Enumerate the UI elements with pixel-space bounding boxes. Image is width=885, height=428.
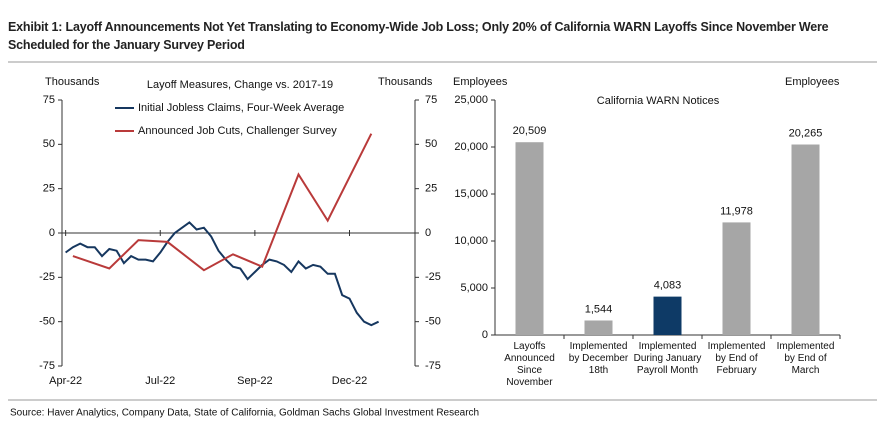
tick-label: 25 [43, 183, 55, 195]
series-line [72, 133, 373, 272]
tick-label: 50 [425, 138, 437, 150]
value-label: 11,978 [720, 205, 753, 217]
tick-label: 0 [482, 329, 488, 341]
x-tick-label: Layoffs Announced Since November [504, 341, 555, 388]
tick-label: 10,000 [454, 235, 488, 247]
x-tick-label: Dec-22 [332, 375, 367, 387]
bar [653, 296, 682, 335]
y2-axis-label: Employees [785, 76, 840, 88]
x-tick-label: Implemented During January Payroll Month [633, 341, 702, 376]
legend-label: Announced Job Cuts, Challenger Survey [138, 125, 337, 137]
value-label: 20,509 [513, 125, 547, 137]
value-label: 4,083 [654, 280, 682, 292]
tick-label: -75 [425, 360, 441, 372]
value-label: 1,544 [585, 303, 613, 315]
x-tick-label: Jul-22 [145, 375, 175, 387]
x-tick-label: Apr-22 [49, 375, 82, 387]
value-label: 20,265 [789, 127, 823, 139]
x-tick-label: Sep-22 [237, 375, 272, 387]
tick-label: -25 [39, 271, 55, 283]
bar [584, 320, 613, 335]
bar [791, 144, 820, 335]
tick-label: 0 [49, 227, 55, 239]
x-tick-label: Implemented by End of February [707, 341, 766, 376]
tick-label: -50 [39, 316, 55, 328]
source: Source: Haver Analytics, Company Data, S… [10, 408, 479, 419]
title: Exhibit 1: Layoff Announcements Not Yet … [8, 20, 829, 52]
tick-label: 0 [425, 227, 431, 239]
tick-label: 5,000 [460, 282, 488, 294]
tick-label: 20,000 [454, 141, 488, 153]
tick-label: 75 [43, 94, 55, 106]
y2-axis-label: Thousands [378, 76, 433, 88]
x-tick-label: Implemented by End of March [776, 341, 835, 376]
y-axis-label: Employees [453, 76, 508, 88]
legend-label: Initial Jobless Claims, Four-Week Averag… [138, 102, 344, 114]
bar [722, 222, 751, 335]
series-line [65, 221, 380, 327]
tick-label: 25 [425, 183, 437, 195]
tick-label: 50 [43, 138, 55, 150]
tick-label: 15,000 [454, 188, 488, 200]
tick-label: -75 [39, 360, 55, 372]
y-axis-label: Thousands [45, 76, 100, 88]
chart-subtitle: California WARN Notices [597, 95, 720, 107]
chart-subtitle: Layoff Measures, Change vs. 2017-19 [147, 79, 333, 91]
x-tick-label: Implemented by December 18th [568, 341, 629, 376]
tick-label: -25 [425, 271, 441, 283]
tick-label: 75 [425, 94, 437, 106]
tick-label: 25,000 [454, 94, 488, 106]
tick-label: -50 [425, 316, 441, 328]
bar [515, 142, 544, 335]
